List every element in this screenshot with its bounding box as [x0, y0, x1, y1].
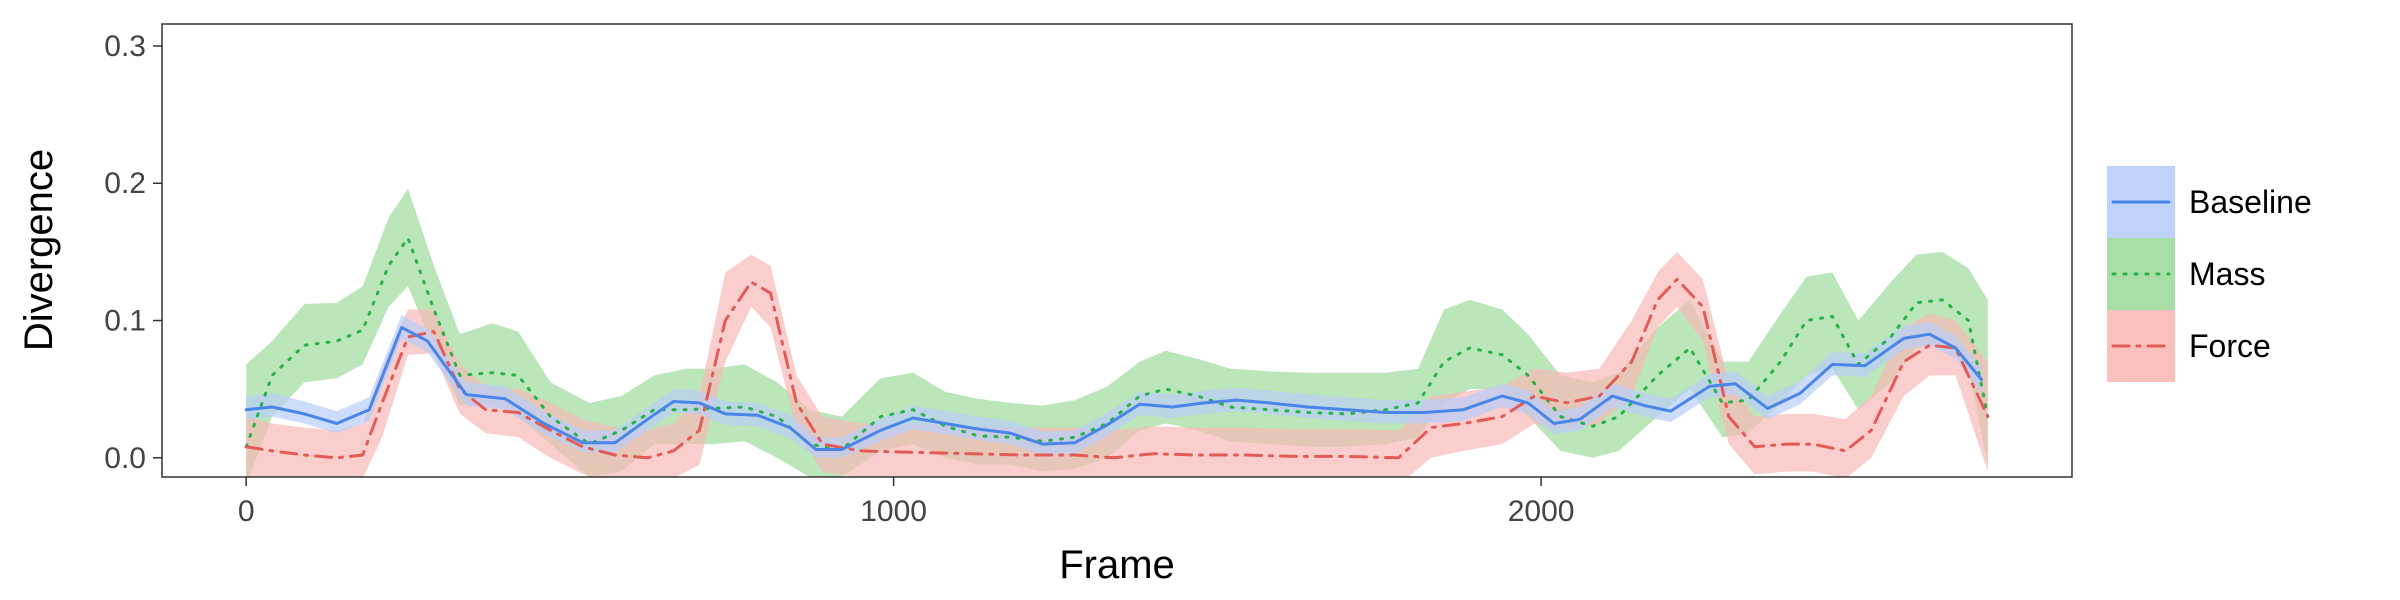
line-baseline: [244, 325, 1983, 451]
series-lines: [244, 236, 1990, 460]
y-tick-label: 0.1: [104, 305, 146, 338]
line-mass: [244, 236, 1990, 451]
y-tick-label: 0.3: [104, 30, 146, 63]
y-axis-title: Divergence: [17, 149, 61, 351]
plot-border: [161, 23, 2073, 478]
legend-key-fill: [2107, 238, 2175, 310]
legend-item-mass: Mass: [2107, 238, 2265, 310]
legend: Baseline Mass Force: [2107, 166, 2312, 382]
legend-item-baseline: Baseline: [2107, 166, 2312, 238]
x-tick-label: 0: [238, 495, 255, 528]
x-axis: 0 1000 2000: [238, 477, 1575, 528]
x-tick-label: 1000: [860, 495, 927, 528]
line-force: [244, 277, 1990, 460]
y-axis: 0.0 0.1 0.2 0.3: [104, 30, 162, 475]
y-tick-label: 0.0: [104, 442, 146, 475]
band-baseline: [246, 315, 1982, 458]
legend-label: Baseline: [2189, 184, 2312, 220]
x-axis-title: Frame: [1059, 543, 1175, 587]
legend-label: Force: [2189, 328, 2271, 364]
x-tick-label: 2000: [1508, 495, 1575, 528]
y-tick-label: 0.2: [104, 167, 146, 200]
legend-label: Mass: [2189, 256, 2265, 292]
legend-item-force: Force: [2107, 310, 2271, 382]
